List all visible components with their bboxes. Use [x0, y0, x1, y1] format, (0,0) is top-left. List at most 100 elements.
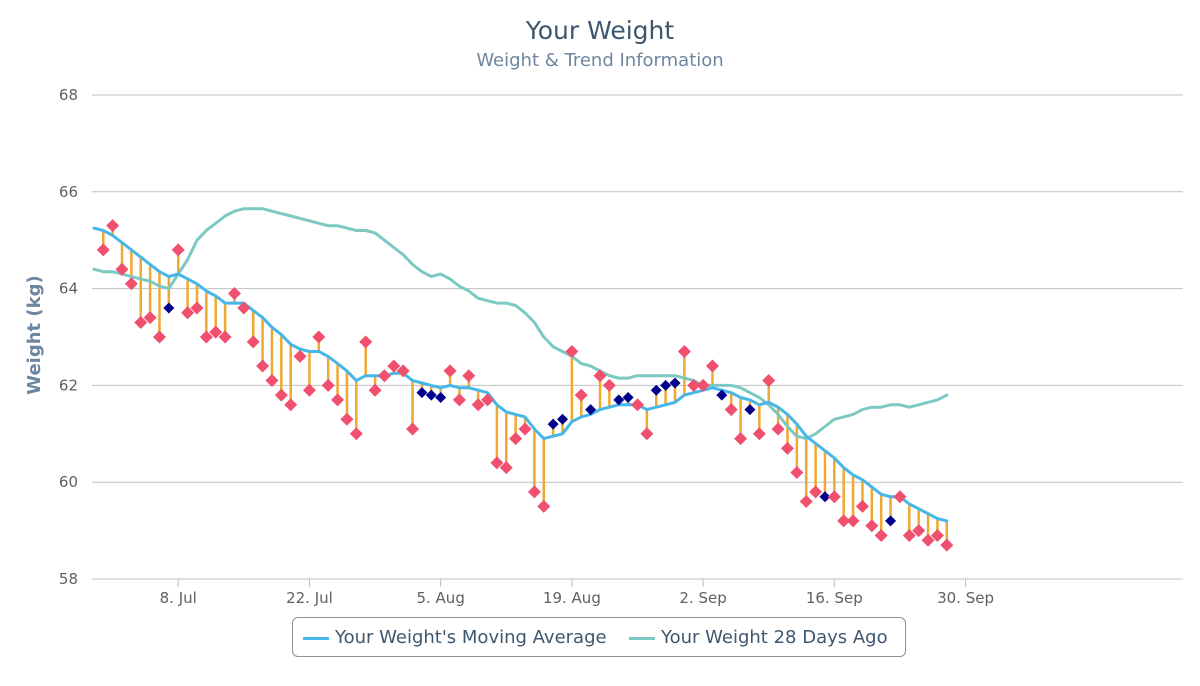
- weight-marker-above-trend: [874, 528, 888, 542]
- x-tick-label: 16. Sep: [806, 589, 863, 607]
- weight-marker-below-trend: [585, 404, 597, 416]
- weight-marker-above-trend: [921, 533, 935, 547]
- weight-marker-above-trend: [443, 364, 457, 378]
- weight-marker-above-trend: [293, 349, 307, 363]
- weight-marker-above-trend: [490, 456, 504, 470]
- weight-marker-below-trend: [557, 413, 569, 425]
- chart-title: Your Weight: [525, 16, 675, 45]
- y-axis-label: Weight (kg): [24, 275, 45, 394]
- legend-swatch-28-days-ago: [629, 636, 655, 640]
- weight-marker-above-trend: [227, 286, 241, 300]
- weight-marker-above-trend: [640, 427, 654, 441]
- weight-marker-above-trend: [509, 432, 523, 446]
- y-tick-label: 62: [59, 376, 78, 394]
- weight-marker-above-trend: [602, 378, 616, 392]
- weight-marker-above-trend: [855, 499, 869, 513]
- weight-marker-above-trend: [312, 330, 326, 344]
- weight-marker-above-trend: [265, 374, 279, 388]
- weight-marker-above-trend: [565, 345, 579, 359]
- weight-marker-above-trend: [96, 243, 110, 257]
- weight-marker-below-trend: [744, 404, 756, 416]
- weight-marker-above-trend: [190, 301, 204, 315]
- legend-label-moving-average: Your Weight's Moving Average: [335, 627, 607, 648]
- weight-marker-above-trend: [537, 499, 551, 513]
- weight-marker-above-trend: [499, 461, 513, 475]
- weight-marker-below-trend: [660, 379, 672, 391]
- y-tick-label: 60: [59, 473, 78, 491]
- weight-marker-above-trend: [321, 378, 335, 392]
- weight-marker-above-trend: [527, 485, 541, 499]
- weight-marker-above-trend: [171, 243, 185, 257]
- weight-marker-above-trend: [143, 311, 157, 325]
- weight-marker-above-trend: [152, 330, 166, 344]
- chart-subtitle: Weight & Trend Information: [476, 50, 724, 71]
- weight-marker-above-trend: [237, 301, 251, 315]
- weight-marker-above-trend: [199, 330, 213, 344]
- weight-marker-above-trend: [359, 335, 373, 349]
- weight-marker-above-trend: [406, 422, 420, 436]
- weight-marker-below-trend: [819, 491, 831, 503]
- weight-marker-above-trend: [452, 393, 466, 407]
- legend-item-28-days-ago[interactable]: Your Weight 28 Days Ago: [629, 627, 888, 648]
- weight-marker-below-trend: [716, 389, 728, 401]
- weight-marker-above-trend: [396, 364, 410, 378]
- weight-marker-above-trend: [677, 345, 691, 359]
- weight-marker-above-trend: [837, 514, 851, 528]
- series-lines: [92, 207, 949, 523]
- legend-item-moving-average[interactable]: Your Weight's Moving Average: [303, 627, 607, 648]
- y-axis-ticks: 58 60 62 64 66 68: [59, 86, 78, 588]
- weight-marker-below-trend: [416, 387, 428, 399]
- weight-marker-above-trend: [790, 466, 804, 480]
- weight-marker-above-trend: [687, 378, 701, 392]
- weight-marker-above-trend: [705, 359, 719, 373]
- x-tick-label: 19. Aug: [543, 589, 601, 607]
- weight-marker-above-trend: [846, 514, 860, 528]
- weight-marker-below-trend: [435, 392, 447, 403]
- grid-layer: [92, 94, 1183, 580]
- weight-marker-above-trend: [349, 427, 363, 441]
- weight-marker-above-trend: [340, 412, 354, 426]
- weight-marker-below-trend: [885, 515, 897, 527]
- weight-marker-above-trend: [734, 432, 748, 446]
- x-tick-label: 5. Aug: [416, 589, 464, 607]
- legend-label-28-days-ago: Your Weight 28 Days Ago: [661, 627, 888, 648]
- weight-28-days-ago-line: [92, 207, 949, 441]
- weight-marker-above-trend: [377, 369, 391, 383]
- y-tick-label: 64: [59, 280, 78, 298]
- weight-marker-below-trend: [622, 392, 634, 403]
- weight-marker-below-trend: [425, 389, 437, 401]
- x-tick-label: 30. Sep: [937, 589, 994, 607]
- x-axis: 8. Jul 22. Jul 5. Aug 19. Aug 2. Sep 16. Sep 3…: [92, 578, 1183, 607]
- weight-markers: [96, 219, 954, 552]
- weight-marker-above-trend: [134, 315, 148, 329]
- weight-marker-above-trend: [387, 359, 401, 373]
- weight-marker-above-trend: [799, 495, 813, 509]
- weight-marker-above-trend: [762, 374, 776, 388]
- weight-marker-above-trend: [106, 219, 120, 233]
- weight-marker-above-trend: [771, 422, 785, 436]
- weight-marker-above-trend: [274, 388, 288, 402]
- weight-marker-above-trend: [284, 398, 298, 412]
- weight-marker-above-trend: [246, 335, 260, 349]
- weight-marker-above-trend: [331, 393, 345, 407]
- weight-marker-above-trend: [940, 538, 954, 552]
- weight-marker-above-trend: [752, 427, 766, 441]
- legend-swatch-moving-average: [303, 636, 329, 640]
- weight-marker-above-trend: [462, 369, 476, 383]
- weight-marker-above-trend: [696, 378, 710, 392]
- weight-marker-above-trend: [218, 330, 232, 344]
- weight-marker-below-trend: [669, 377, 681, 389]
- weight-marker-above-trend: [809, 485, 823, 499]
- weight-marker-above-trend: [471, 398, 485, 412]
- y-tick-label: 66: [59, 183, 78, 201]
- weight-marker-above-trend: [724, 403, 738, 417]
- x-tick-label: 22. Jul: [286, 589, 333, 607]
- moving-average-line: [92, 226, 949, 523]
- weight-marker-above-trend: [181, 306, 195, 320]
- weight-marker-below-trend: [547, 418, 559, 430]
- weight-marker-above-trend: [930, 528, 944, 542]
- weight-marker-above-trend: [593, 369, 607, 383]
- weight-marker-below-trend: [163, 302, 175, 314]
- weight-marker-above-trend: [780, 441, 794, 455]
